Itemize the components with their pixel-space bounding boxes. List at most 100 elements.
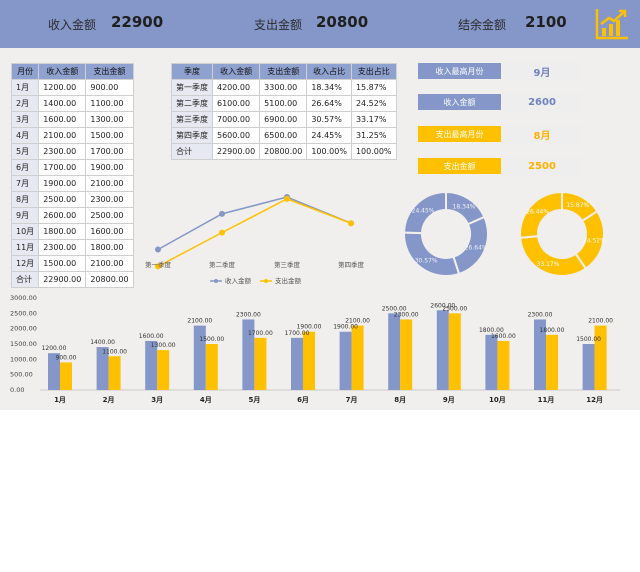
monthly-table-cell: 4月 xyxy=(10,127,40,144)
income-donut-slice xyxy=(403,231,461,277)
bar-income xyxy=(193,325,206,390)
monthly-table-cell: 1700.00 xyxy=(38,159,87,176)
monthly-table-cell: 2300.00 xyxy=(85,191,134,208)
income-donut-label: 18.34% xyxy=(453,203,476,210)
bar-income-label: 2100.00 xyxy=(187,318,212,325)
bar-income-label: 2300.00 xyxy=(528,311,553,318)
income-donut-slice xyxy=(402,190,447,235)
growth-chart-icon xyxy=(595,9,628,40)
monthly-table-cell: 1200.00 xyxy=(38,79,87,96)
balance-label: 结余金额 xyxy=(458,18,507,32)
bar-x-tick-label: 6月 xyxy=(297,396,309,404)
quarter-table-row: 第一季度 4200.00 3300.00 18.34% 15.87% xyxy=(171,79,397,96)
monthly-table-cell: 7月 xyxy=(10,175,40,192)
monthly-table-cell: 2500.00 xyxy=(38,191,87,208)
bar-y-tick-label: 1500.00 xyxy=(10,340,37,348)
quarter-table: 季度 收入金额 支出金额 收入占比 支出占比 第一季度 4200.00 3300.0… xyxy=(171,63,397,160)
bar-x-tick-label: 9月 xyxy=(443,396,455,404)
line-point xyxy=(348,220,354,227)
monthly-table-row: 4月 2100.00 1500.00 xyxy=(10,127,134,144)
monthly-header-expense: 支出金额 xyxy=(85,63,134,80)
quarter-table-cell: 7000.00 xyxy=(211,111,261,128)
bar-income-label: 2500.00 xyxy=(382,305,407,312)
line-x-tick-label: 第三季度 xyxy=(274,260,301,269)
monthly-table-row: 1月 1200.00 900.00 xyxy=(10,79,134,96)
monthly-table-cell: 1600.00 xyxy=(85,223,134,240)
income-donut-label: 24.45% xyxy=(412,207,435,214)
monthly-table-cell: 1900.00 xyxy=(85,159,134,176)
quarter-table-cell: 26.64% xyxy=(306,95,352,112)
monthly-table-cell: 1600.00 xyxy=(38,111,87,128)
monthly-table-cell: 2500.00 xyxy=(85,207,134,224)
quarter-table-cell: 24.45% xyxy=(306,127,352,144)
monthly-table-cell: 1800.00 xyxy=(85,239,134,256)
monthly-table-row: 7月 1900.00 2100.00 xyxy=(10,175,134,192)
bar-income-label: 1600.00 xyxy=(139,333,164,340)
monthly-table-cell: 2600.00 xyxy=(38,207,87,224)
quarter-table-cell: 5600.00 xyxy=(211,127,261,144)
line-series-1 xyxy=(157,196,352,251)
expense-donut-label: 15.87% xyxy=(566,202,589,209)
monthly-table-row: 合计 22900.00 20800.00 xyxy=(10,271,134,288)
max-expense-month-value: 8月 xyxy=(502,125,582,143)
bar-x-tick-label: 8月 xyxy=(394,396,406,404)
bar-expense-label: 2300.00 xyxy=(394,311,419,318)
bar-income xyxy=(48,353,60,390)
quarter-table-cell: 6500.00 xyxy=(259,127,308,144)
quarter-header-quarter: 季度 xyxy=(171,63,213,80)
bar-x-tick-label: 10月 xyxy=(489,396,506,404)
legend-label: 收入金额 xyxy=(225,276,252,285)
bar-expense-label: 900.00 xyxy=(56,354,77,361)
summary-header: 收入金额 22900 支出金额 20800 结余金额 2100 xyxy=(0,0,640,48)
expense-donut-slice xyxy=(519,235,588,277)
monthly-table-row: 9月 2600.00 2500.00 xyxy=(10,207,134,224)
expense-amount-value: 2500 xyxy=(502,157,582,175)
bar-expense-label: 1800.00 xyxy=(540,327,565,334)
monthly-table-row: 12月 1500.00 2100.00 xyxy=(10,255,134,272)
line-point xyxy=(219,210,225,217)
bar-expense-label: 1700.00 xyxy=(248,330,273,337)
bar-income xyxy=(436,310,449,390)
quarter-table-row: 第四季度 5600.00 6500.00 24.45% 31.25% xyxy=(171,127,397,144)
expense-label: 支出金额 xyxy=(254,18,303,32)
quarter-table-cell: 第一季度 xyxy=(171,79,213,96)
balance-value: 2100 xyxy=(525,13,567,31)
monthly-table-cell: 2100.00 xyxy=(85,175,134,192)
monthly-table-cell: 10月 xyxy=(10,223,40,240)
monthly-table-row: 8月 2500.00 2300.00 xyxy=(10,191,134,208)
monthly-table-cell: 1500.00 xyxy=(38,255,87,272)
bar-expense xyxy=(157,350,170,390)
monthly-table-cell: 1400.00 xyxy=(38,95,87,112)
bar-x-tick-label: 3月 xyxy=(151,396,163,404)
bar-expense xyxy=(205,344,218,390)
quarter-table-cell: 31.25% xyxy=(350,127,397,144)
monthly-table-cell: 3月 xyxy=(10,111,40,128)
monthly-table-row: 11月 2300.00 1800.00 xyxy=(10,239,134,256)
bar-expense-label: 1500.00 xyxy=(199,336,224,343)
dashboard: 收入金额 22900 支出金额 20800 结余金额 2100 月份 收入金额 … xyxy=(0,0,640,410)
quarter-table-cell: 100.00% xyxy=(306,143,352,160)
bar-income xyxy=(534,319,546,390)
quarter-table-cell: 3300.00 xyxy=(259,79,308,96)
quarter-header-income: 收入金额 xyxy=(211,63,261,80)
quarter-table-cell: 6900.00 xyxy=(259,111,308,128)
monthly-table-cell: 1月 xyxy=(10,79,40,96)
bar-income-label: 1200.00 xyxy=(42,345,67,352)
max-expense-month-label: 支出最高月份 xyxy=(418,126,501,142)
quarter-table-cell: 24.52% xyxy=(350,95,397,112)
monthly-table-cell: 2月 xyxy=(10,95,40,112)
line-point xyxy=(155,263,161,270)
income-donut-label: 30.57% xyxy=(415,257,438,264)
bar-x-tick-label: 11月 xyxy=(538,396,555,404)
bar-expense-label: 2100.00 xyxy=(345,318,370,325)
bar-y-tick-label: 2000.00 xyxy=(10,325,37,333)
bar-expense xyxy=(448,313,461,390)
bar-expense xyxy=(303,331,315,390)
monthly-table-cell: 9月 xyxy=(10,207,40,224)
quarter-table-cell: 第二季度 xyxy=(171,95,213,112)
monthly-table-cell: 12月 xyxy=(10,255,40,272)
bar-y-tick-label: 500.00 xyxy=(10,371,33,379)
quarter-header-expense-share: 支出占比 xyxy=(350,63,397,80)
quarter-table-cell: 100.00% xyxy=(350,143,397,160)
